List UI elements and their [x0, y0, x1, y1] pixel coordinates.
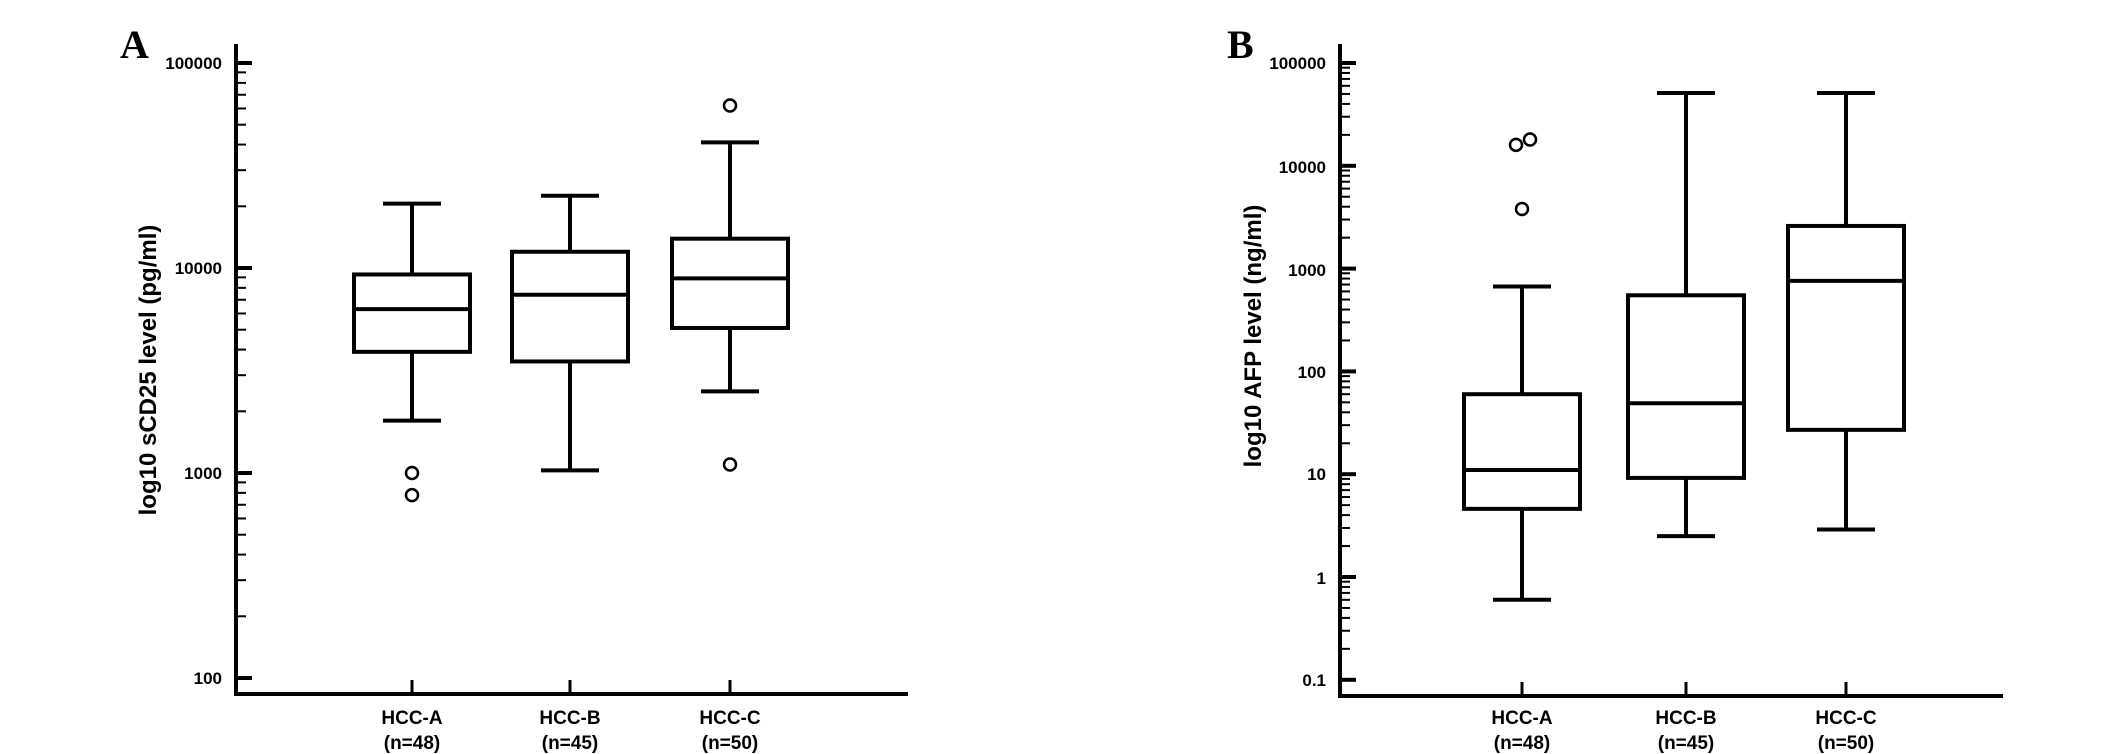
x-category-n: (n=45)	[542, 733, 599, 754]
iqr-box	[1626, 293, 1746, 480]
boxplot-hcc-b	[1626, 91, 1746, 539]
outlier-point	[404, 465, 420, 481]
boxplot-hcc-b	[510, 193, 630, 473]
y-tick-label: 100000	[165, 54, 222, 73]
x-category-n: (n=48)	[384, 733, 441, 754]
panel-a: A log10 sCD25 level (pg/ml) 100000 10000…	[120, 22, 908, 754]
outlier-point	[1522, 132, 1538, 147]
y-tick-label: 100	[194, 669, 222, 688]
boxplot-hcc-a	[1462, 132, 1582, 602]
y-tick-label: 0.1	[1302, 671, 1326, 690]
x-category-n: (n=48)	[1494, 733, 1551, 754]
iqr-box	[352, 272, 472, 354]
boxplot-hcc-a	[352, 201, 472, 503]
boxplots-a	[352, 98, 790, 503]
y-tick-labels-b: 100000 10000 1000 100 10 1 0.1	[1269, 54, 1326, 690]
outlier-point	[722, 457, 738, 472]
iqr-box	[670, 236, 790, 330]
boxplot-hcc-c	[670, 98, 790, 472]
iqr-box	[1462, 392, 1582, 511]
y-tick-labels-a: 100000 10000 1000 100	[165, 54, 222, 688]
axes-a	[234, 44, 908, 696]
y-tick-label: 10	[1307, 465, 1326, 484]
x-category-label: HCC-B	[539, 708, 600, 729]
iqr-box	[510, 249, 630, 364]
outlier-point	[404, 487, 420, 503]
y-tick-label: 100000	[1269, 54, 1326, 73]
x-category-label: HCC-A	[381, 708, 442, 729]
x-tick-labels-a: HCC-A (n=48) HCC-B (n=45) HCC-C (n=50)	[381, 708, 760, 754]
x-tick-labels-b: HCC-A (n=48) HCC-B (n=45) HCC-C (n=50)	[1491, 708, 1876, 754]
outlier-point	[722, 98, 738, 113]
y-tick-label: 10000	[1279, 158, 1326, 177]
y-tick-label: 10000	[175, 259, 222, 278]
boxplots-b	[1462, 91, 1906, 602]
x-category-n: (n=50)	[1818, 733, 1875, 754]
panel-letter-a: A	[120, 22, 149, 67]
x-category-label: HCC-B	[1655, 708, 1716, 729]
panel-b: B log10 AFP level (ng/ml) 100000 10000 1…	[1227, 22, 2003, 754]
y-axis-title-a: log10 sCD25 level (pg/ml)	[135, 225, 162, 516]
boxplot-hcc-c	[1786, 91, 1906, 532]
x-category-n: (n=50)	[702, 733, 759, 754]
panel-letter-b: B	[1227, 22, 1254, 67]
y-axis-title-b: log10 AFP level (ng/ml)	[1240, 205, 1267, 468]
x-category-n: (n=45)	[1658, 733, 1715, 754]
y-tick-label: 1000	[184, 464, 222, 483]
y-tick-label: 100	[1298, 363, 1326, 382]
outlier-point	[1508, 137, 1524, 153]
x-category-label: HCC-C	[699, 708, 760, 729]
y-tick-label: 1000	[1288, 261, 1326, 280]
y-tick-label: 1	[1317, 569, 1326, 588]
iqr-box	[1786, 223, 1906, 432]
axes-b	[1338, 44, 2003, 698]
x-category-label: HCC-A	[1491, 708, 1552, 729]
x-category-label: HCC-C	[1815, 708, 1876, 729]
outlier-point	[1514, 201, 1530, 217]
